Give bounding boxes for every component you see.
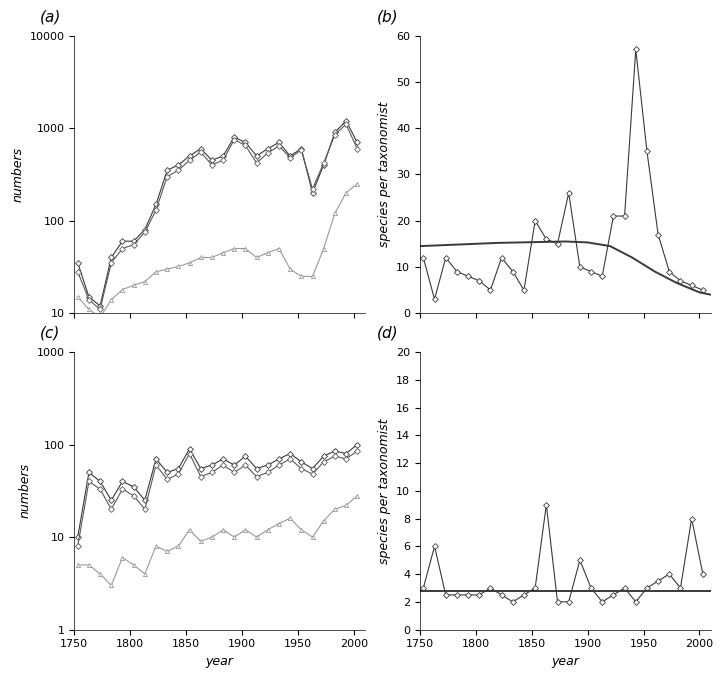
- Text: (d): (d): [376, 326, 398, 341]
- X-axis label: year: year: [552, 655, 579, 668]
- Text: (c): (c): [39, 326, 60, 341]
- Text: (b): (b): [376, 10, 398, 24]
- Y-axis label: species per taxonomist: species per taxonomist: [378, 102, 391, 247]
- Y-axis label: numbers: numbers: [11, 147, 24, 202]
- Y-axis label: numbers: numbers: [18, 463, 31, 518]
- Text: (a): (a): [39, 10, 61, 24]
- X-axis label: year: year: [205, 655, 234, 668]
- Y-axis label: species per taxonomist: species per taxonomist: [378, 418, 391, 564]
